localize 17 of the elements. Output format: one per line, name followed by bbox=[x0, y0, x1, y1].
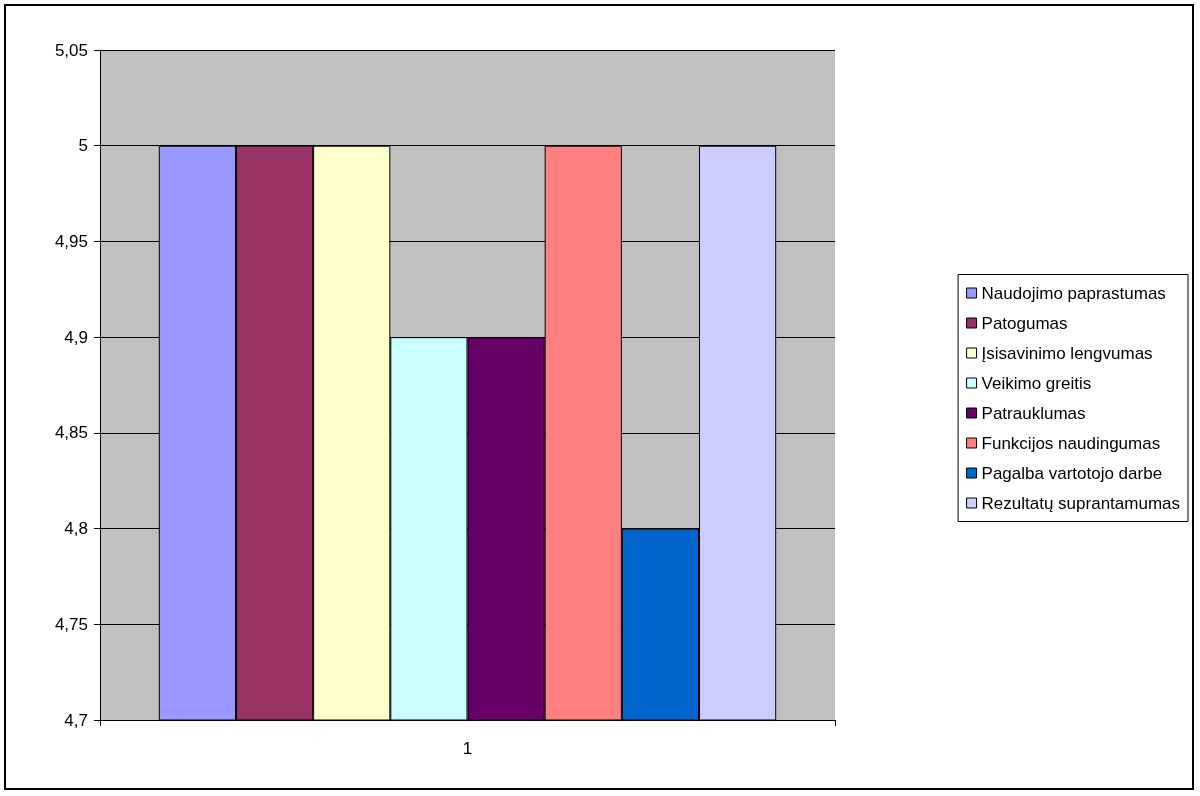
y-tick-label: 4,8 bbox=[64, 519, 88, 539]
x-tick-label: 1 bbox=[462, 739, 473, 758]
y-tick-label: 5,05 bbox=[54, 40, 88, 60]
legend-label: Rezultatų suprantamumas bbox=[981, 493, 1181, 513]
legend-label: Patrauklumas bbox=[981, 403, 1086, 423]
legend-label: Įsisavinimo lengvumas bbox=[981, 343, 1153, 363]
legend-label: Naudojimo paprastumas bbox=[981, 283, 1166, 303]
y-tick-label: 4,7 bbox=[64, 710, 88, 730]
y-tick-label: 4,9 bbox=[64, 327, 88, 347]
legend-label: Pagalba vartotojo darbe bbox=[981, 463, 1163, 483]
legend-label: Veikimo greitis bbox=[981, 373, 1092, 393]
y-tick-label: 4,85 bbox=[54, 423, 88, 443]
y-tick-label: 4,95 bbox=[54, 231, 88, 251]
legend-label: Patogumas bbox=[981, 313, 1068, 333]
y-tick-label: 4,75 bbox=[54, 614, 88, 634]
y-tick-label: 5 bbox=[78, 136, 88, 156]
legend-label: Funkcijos naudingumas bbox=[981, 433, 1161, 453]
